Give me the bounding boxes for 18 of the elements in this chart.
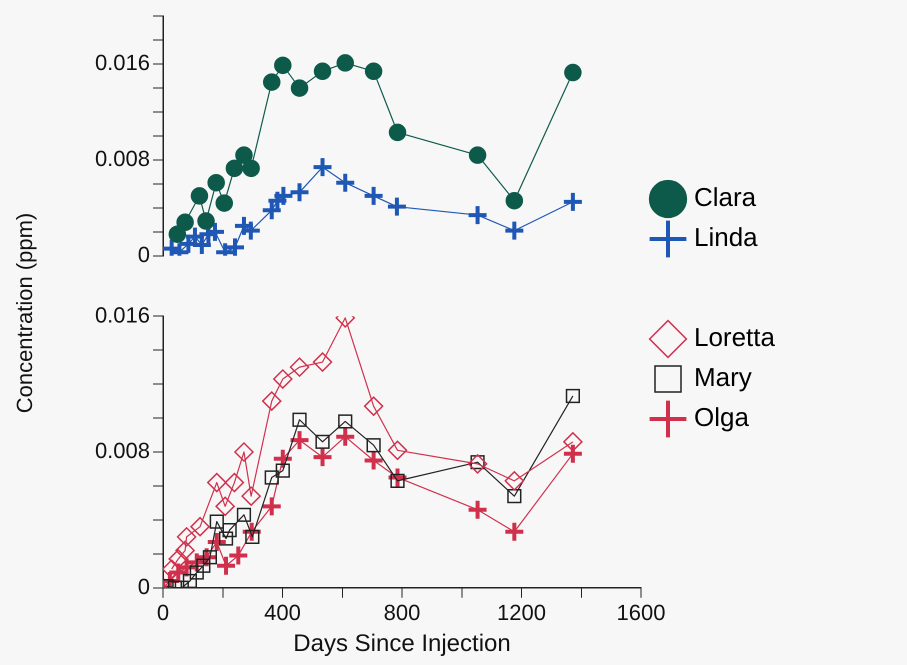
x-tick-label: 1600 bbox=[616, 600, 666, 626]
x-axis-title: Days Since Injection bbox=[293, 630, 511, 658]
x-tick-label: 800 bbox=[384, 600, 420, 626]
legend-label: Linda bbox=[694, 222, 758, 252]
legend-label: Mary bbox=[694, 362, 752, 392]
x-tick-label: 400 bbox=[264, 600, 301, 626]
legend-label: Olga bbox=[694, 402, 750, 432]
x-tick-label: 1200 bbox=[497, 600, 546, 626]
y-tick-label: 0.016 bbox=[94, 302, 150, 328]
y-axis-title: Concentration (ppm) bbox=[12, 212, 38, 416]
x-tick-label: 0 bbox=[156, 600, 170, 626]
y-tick-label: 0.008 bbox=[94, 146, 150, 172]
y-tick-label: 0 bbox=[138, 242, 150, 267]
legend-label: Loretta bbox=[694, 322, 776, 352]
y-tick-label: 0 bbox=[138, 574, 150, 599]
y-tick-label: 0.016 bbox=[94, 50, 150, 76]
y-tick-label: 0.008 bbox=[94, 438, 150, 464]
legend-label: Clara bbox=[694, 182, 757, 212]
